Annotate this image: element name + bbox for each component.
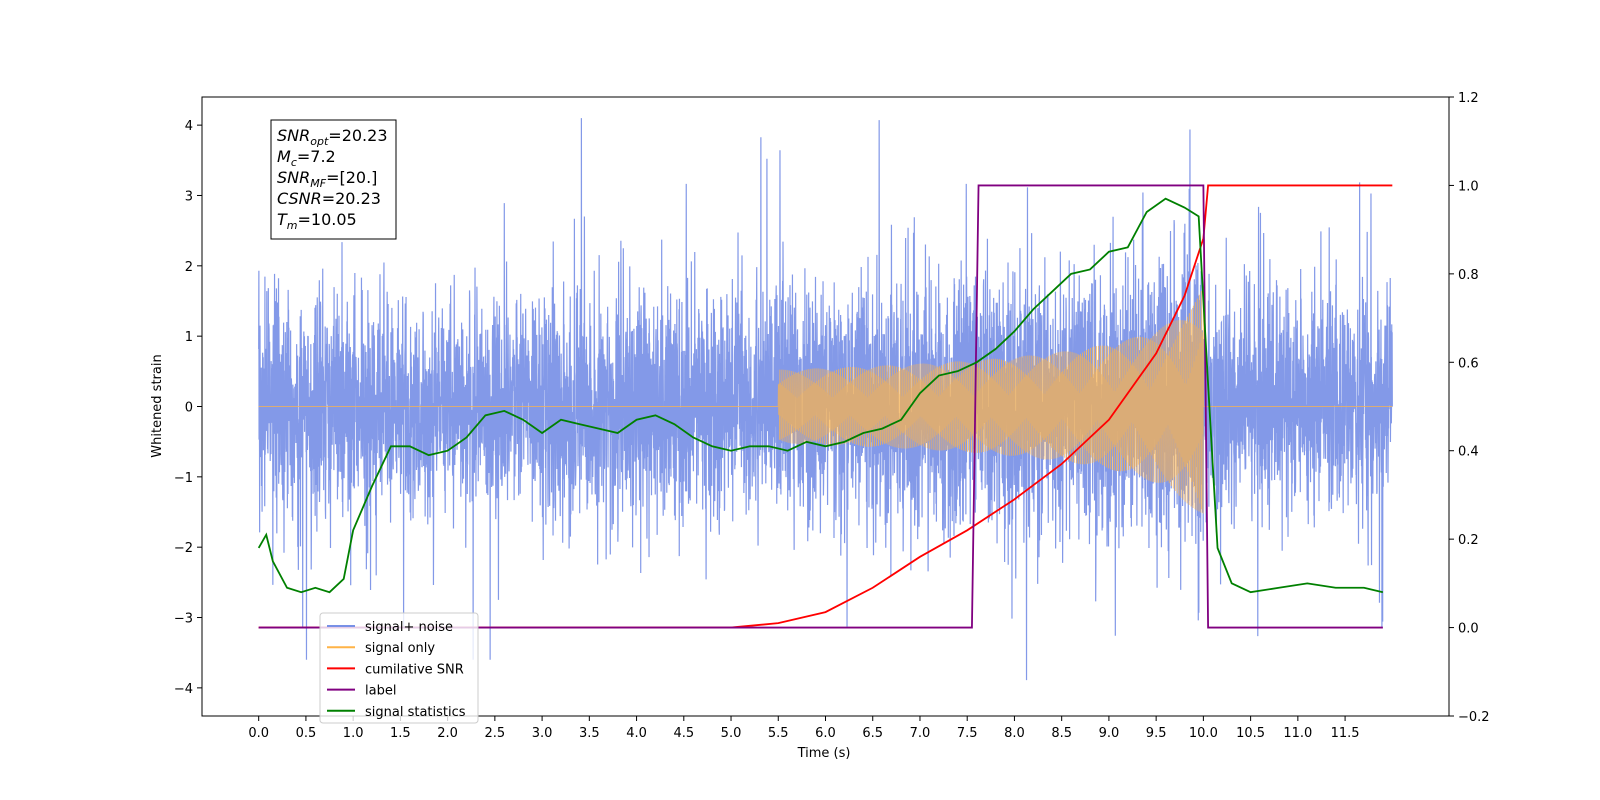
x-tick-label: 11.0 (1283, 726, 1312, 741)
legend-label: cumilative SNR (365, 662, 464, 677)
y-tick-label: 1 (185, 330, 193, 345)
x-tick-label: 5.0 (721, 726, 742, 741)
annotation-line: CSNR=20.23 (277, 189, 381, 208)
x-tick-label: 7.0 (910, 726, 931, 741)
y-tick-label: 4 (185, 119, 193, 134)
y-tick-label: −4 (174, 682, 193, 697)
x-tick-label: 10.0 (1189, 726, 1218, 741)
x-tick-label: 9.5 (1146, 726, 1167, 741)
x-axis-label: Time (s) (797, 746, 851, 761)
y-tick-label: 0 (185, 401, 193, 416)
x-tick-label: 3.5 (579, 726, 600, 741)
y-axis-label: Whitened strain (150, 354, 165, 457)
x-tick-label: 2.5 (485, 726, 506, 741)
x-tick-label: 1.0 (343, 726, 364, 741)
x-tick-label: 10.5 (1236, 726, 1265, 741)
legend-label: signal statistics (365, 705, 466, 720)
plot-area (257, 118, 1393, 681)
series-line-signal-only (258, 287, 1393, 514)
legend-label: signal+ noise (365, 620, 453, 635)
y2-tick-label: 0.4 (1458, 445, 1479, 460)
legend: signal+ noise signal only cumilative SNR la… (319, 612, 479, 724)
y-tick-label: −3 (174, 612, 193, 627)
y2-tick-label: 0.8 (1458, 268, 1479, 283)
x-tick-label: 4.5 (673, 726, 694, 741)
y-tick-label: 2 (185, 260, 193, 275)
x-tick-label: 4.0 (626, 726, 647, 741)
y2-tick-label: −0.2 (1458, 710, 1490, 725)
y2-tick-label: 0.0 (1458, 622, 1479, 637)
annotation-line: Mc=7.2 (277, 147, 336, 169)
annotation-line: Tm=10.05 (277, 210, 357, 232)
series-line-label (258, 184, 1383, 629)
y2-tick-label: 0.2 (1458, 533, 1479, 548)
x-tick-label: 8.5 (1051, 726, 1072, 741)
annotation-line: SNRMF=[20.] (277, 168, 377, 190)
x-tick-label: 2.0 (437, 726, 458, 741)
series-line-signal-statistics (257, 197, 1384, 594)
y2-tick-label: 0.6 (1458, 356, 1479, 371)
x-tick-label: 7.5 (957, 726, 978, 741)
x-tick-label: 3.0 (532, 726, 553, 741)
annotation-frame (270, 119, 397, 240)
x-tick-label: 6.0 (815, 726, 836, 741)
y-tick-label: 3 (185, 189, 193, 204)
x-tick-label: 6.5 (862, 726, 883, 741)
x-tick-label: 11.5 (1331, 726, 1360, 741)
y-tick-label: −2 (174, 541, 193, 556)
x-tick-label: 0.5 (296, 726, 317, 741)
annotation-line: SNRopt=20.23 (277, 126, 388, 148)
legend-label: label (365, 684, 396, 699)
x-tick-label: 1.5 (390, 726, 411, 741)
y2-tick-label: 1.2 (1458, 91, 1479, 106)
legend-label: signal only (365, 641, 435, 656)
y-tick-label: −1 (174, 471, 193, 486)
legend-frame (319, 612, 479, 724)
x-tick-label: 9.0 (1099, 726, 1120, 741)
x-tick-label: 5.5 (768, 726, 789, 741)
series-line-cumilative-snr (258, 184, 1393, 629)
x-tick-label: 8.0 (1004, 726, 1025, 741)
y2-tick-label: 1.0 (1458, 179, 1479, 194)
x-tick-label: 0.0 (248, 726, 269, 741)
x-axis: 0.0 0.5 1.0 1.5 2.0 2.5 3.0 3.5 4.0 4.5 5.0 5.5 6.0 6… (248, 716, 1360, 741)
y-axis-left: 4 3 2 1 0 −1 −2 −3 −4 (174, 119, 202, 697)
y-axis-right: 1.2 1.0 0.8 0.6 0.4 0.2 0.0 −0.2 (1449, 91, 1490, 725)
